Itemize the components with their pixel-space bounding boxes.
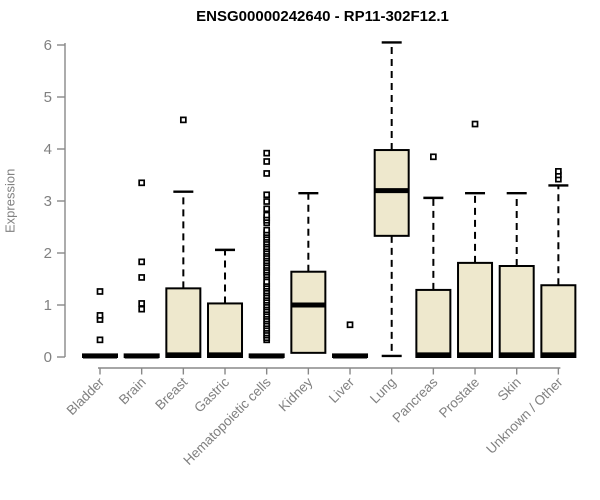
outlier-point [138, 179, 146, 187]
box-iqr [165, 287, 202, 358]
x-tick-label: Breast [152, 374, 190, 412]
x-tick-label: Lung [367, 375, 399, 407]
boxplot-brain [123, 179, 160, 359]
boxplot-bladder [82, 288, 118, 359]
x-tick-label: Kidney [276, 374, 316, 414]
outlier-point [346, 321, 354, 329]
x-tick-label: Brain [116, 375, 149, 408]
y-tick-label: 4 [44, 141, 52, 158]
y-tick-label: 2 [44, 245, 52, 262]
outlier-point [138, 274, 146, 281]
boxplot-prostate [457, 120, 494, 359]
y-tick-label: 1 [44, 297, 52, 314]
boxplot-liver [332, 321, 369, 359]
outlier-point [263, 205, 271, 213]
box-iqr [290, 270, 327, 354]
y-tick-label: 0 [44, 349, 52, 366]
x-tick-label: Unknown / Other [483, 374, 566, 457]
box-iqr [498, 265, 535, 358]
outlier-point [263, 170, 271, 177]
x-tick-label: Bladder [64, 374, 108, 418]
boxplot-kidney [290, 191, 327, 354]
boxplot-gastric [207, 248, 244, 359]
x-tick-label: Skin [495, 375, 524, 404]
outlier-point [138, 300, 146, 307]
y-tick-label: 6 [44, 37, 52, 54]
x-tick-label: Pancreas [390, 374, 441, 425]
outlier-point [263, 226, 271, 234]
outlier-point [263, 149, 271, 157]
chart-title: ENSG00000242640 - RP11-302F12.1 [196, 8, 449, 25]
outlier-point [430, 153, 437, 161]
outlier-point [96, 336, 104, 344]
boxplot-hematopoietic-cells [248, 149, 285, 359]
box-iqr [457, 261, 494, 359]
x-tick-label: Gastric [191, 374, 232, 415]
box-iqr [207, 302, 244, 359]
x-tick-label: Liver [326, 374, 358, 406]
y-axis-label: Expression [2, 168, 18, 234]
boxplot-breast [165, 116, 202, 358]
boxplot-unknown-other [540, 168, 577, 358]
box-iqr [540, 284, 577, 358]
x-tick-label: Prostate [436, 375, 482, 421]
outlier-point [263, 211, 271, 219]
outlier-point [138, 305, 146, 313]
outlier-point [138, 258, 146, 266]
boxplot-pancreas [415, 153, 452, 359]
y-tick-label: 3 [44, 193, 52, 210]
y-tick-label: 5 [44, 89, 52, 106]
outlier-point [179, 116, 187, 124]
outlier-point [471, 120, 479, 128]
outlier-point [555, 168, 562, 175]
outlier-point [263, 198, 271, 205]
box-iqr [415, 288, 452, 359]
boxplot-skin [498, 191, 535, 358]
outlier-point [96, 312, 104, 319]
boxplot-lung [373, 41, 410, 358]
outlier-point [263, 158, 271, 165]
outlier-point [263, 191, 271, 199]
outlier-point [96, 288, 104, 295]
